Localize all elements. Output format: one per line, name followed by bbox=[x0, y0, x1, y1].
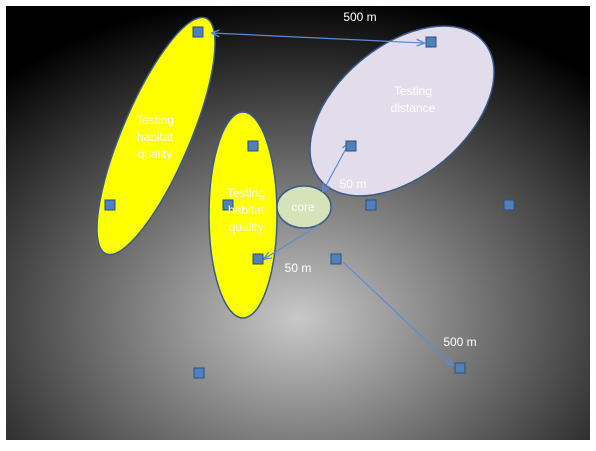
sample-point-square-icon bbox=[425, 36, 437, 48]
distance-ellipse-label-line: Testing bbox=[394, 84, 432, 98]
habitat-label-center-line: quality bbox=[229, 220, 264, 234]
sample-point-square-icon bbox=[365, 199, 377, 211]
arrow-500m-top bbox=[212, 33, 424, 43]
habitat-label-left: Testing habitat quality bbox=[136, 113, 174, 161]
distance-label-500m-bottom: 500 m bbox=[443, 335, 476, 349]
sample-point-square-icon bbox=[104, 199, 116, 211]
distance-label-50m-left: 50 m bbox=[285, 261, 312, 275]
distance-label-500m-top: 500 m bbox=[343, 10, 376, 24]
distance-ellipse-label: Testing distance bbox=[391, 84, 436, 115]
testing-distance-ellipse bbox=[309, 25, 495, 197]
core-label: core bbox=[291, 200, 315, 214]
habitat-label-left-line: habitat bbox=[137, 130, 174, 144]
habitat-quality-ellipse-center bbox=[208, 111, 278, 319]
sample-point-square-icon bbox=[192, 26, 204, 38]
distance-label-50m-right: 50 m bbox=[340, 177, 367, 191]
sample-point-square-icon bbox=[222, 199, 234, 211]
sample-point-square-icon bbox=[454, 362, 466, 374]
habitat-label-center: Testing habitat quality bbox=[227, 186, 265, 234]
sample-point-square-icon bbox=[252, 253, 264, 265]
core-ellipse bbox=[276, 185, 332, 229]
sample-points bbox=[104, 26, 515, 379]
sample-point-square-icon bbox=[330, 253, 342, 265]
sample-point-square-icon bbox=[345, 140, 357, 152]
distance-ellipse-label-line: distance bbox=[391, 101, 436, 115]
arrow-50m-right bbox=[323, 143, 349, 191]
arrow-50m-left bbox=[264, 224, 320, 259]
sample-point-square-icon bbox=[193, 367, 205, 379]
habitat-label-center-line: habitat bbox=[228, 203, 265, 217]
sample-point-square-icon bbox=[503, 199, 515, 211]
habitat-label-left-line: Testing bbox=[136, 113, 174, 127]
arrow-500m-bottom bbox=[342, 261, 452, 365]
habitat-quality-ellipse-left bbox=[96, 16, 216, 256]
habitat-label-left-line: quality bbox=[138, 147, 173, 161]
sample-point-square-icon bbox=[247, 140, 259, 152]
habitat-label-center-line: Testing bbox=[227, 186, 265, 200]
